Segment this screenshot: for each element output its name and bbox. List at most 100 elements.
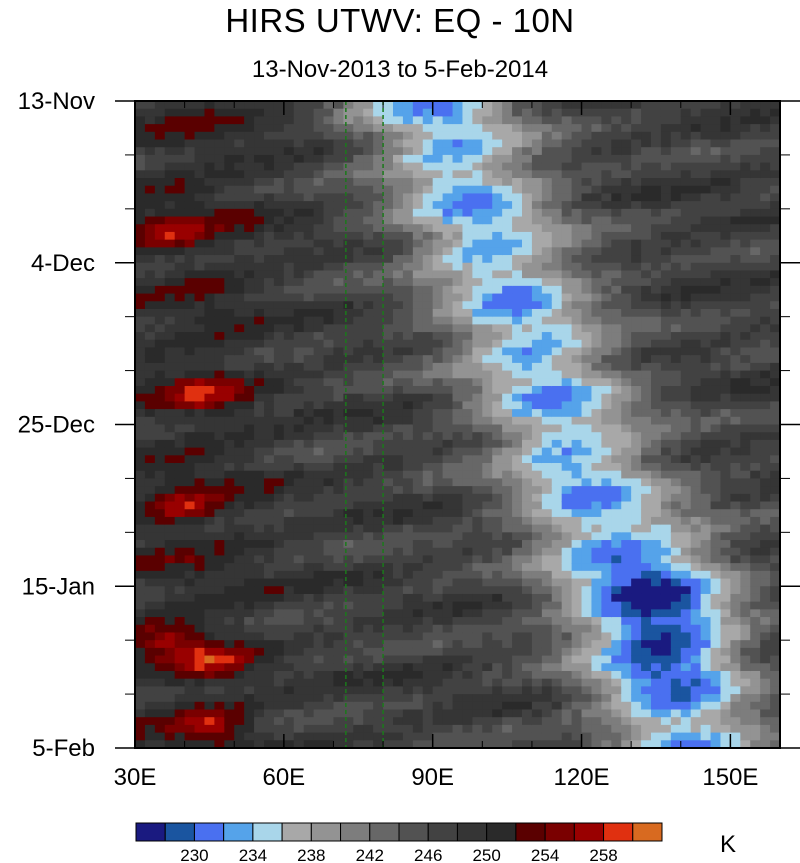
heatmap-cell — [194, 663, 206, 672]
heatmap-cell — [254, 301, 265, 310]
heatmap-cell — [412, 285, 424, 295]
heatmap-cell — [254, 355, 265, 364]
heatmap-cell — [293, 717, 305, 726]
heatmap-cell — [462, 147, 473, 156]
heatmap-cell — [135, 108, 146, 117]
heatmap-cell — [432, 540, 444, 549]
heatmap-cell — [660, 324, 672, 333]
heatmap-cell — [651, 663, 662, 672]
heatmap-cell — [492, 247, 503, 256]
heatmap-cell — [194, 470, 206, 480]
heatmap-cell — [561, 524, 573, 533]
heatmap-cell — [343, 293, 354, 302]
heatmap-cell — [462, 547, 473, 557]
heatmap-cell — [363, 308, 374, 318]
heatmap-cell — [591, 624, 602, 634]
heatmap-cell — [273, 439, 285, 449]
heatmap-cell — [383, 231, 394, 241]
heatmap-cell — [224, 578, 235, 587]
heatmap-cell — [551, 555, 563, 564]
heatmap-cell — [482, 424, 493, 433]
heatmap-cell — [273, 424, 285, 433]
heatmap-cell — [472, 278, 483, 287]
heatmap-cell — [522, 694, 533, 703]
heatmap-cell — [184, 385, 196, 395]
heatmap-cell — [551, 455, 563, 464]
heatmap-cell — [383, 208, 394, 218]
heatmap-cell — [383, 493, 394, 503]
heatmap-cell — [571, 701, 583, 711]
heatmap-cell — [472, 131, 483, 141]
heatmap-cell — [283, 624, 295, 634]
heatmap-cell — [651, 131, 662, 141]
heatmap-cell — [611, 347, 622, 356]
heatmap-cell — [670, 547, 682, 557]
heatmap-cell — [541, 285, 553, 295]
heatmap-cell — [234, 278, 245, 287]
heatmap-cell — [442, 324, 454, 333]
heatmap-cell — [710, 732, 722, 741]
heatmap-cell — [442, 147, 454, 156]
heatmap-cell — [680, 547, 692, 557]
heatmap-cell — [452, 501, 464, 510]
heatmap-cell — [184, 255, 196, 264]
heatmap-cell — [432, 124, 444, 133]
heatmap-cell — [581, 732, 593, 741]
heatmap-cell — [363, 617, 374, 626]
heatmap-cell — [700, 293, 712, 302]
heatmap-cell — [393, 601, 404, 610]
heatmap-cell — [363, 509, 374, 518]
heatmap-cell — [363, 670, 374, 680]
heatmap-cell — [700, 524, 712, 533]
heatmap-cell — [680, 308, 692, 318]
heatmap-cell — [333, 570, 344, 580]
heatmap-cell — [343, 347, 354, 356]
heatmap-cell — [184, 694, 196, 703]
heatmap-cell — [522, 355, 533, 364]
heatmap-cell — [402, 740, 414, 748]
heatmap-cell — [571, 293, 583, 302]
heatmap-cell — [531, 686, 543, 695]
heatmap-cell — [402, 347, 414, 356]
heatmap-cell — [154, 717, 166, 726]
heatmap-cell — [283, 724, 295, 734]
heatmap-cell — [373, 247, 384, 256]
heatmap-cell — [273, 570, 285, 580]
heatmap-cell — [621, 301, 632, 310]
heatmap-cell — [293, 463, 305, 472]
heatmap-cell — [373, 586, 384, 595]
heatmap-cell — [353, 116, 364, 125]
heatmap-cell — [264, 116, 275, 125]
heatmap-cell — [651, 670, 662, 680]
heatmap-cell — [482, 632, 493, 641]
heatmap-cell — [224, 570, 235, 580]
heatmap-cell — [144, 131, 156, 141]
heatmap-cell — [313, 555, 325, 564]
heatmap-cell — [651, 332, 662, 341]
heatmap-cell — [393, 655, 404, 664]
heatmap-cell — [303, 547, 315, 557]
heatmap-cell — [482, 540, 493, 549]
heatmap-cell — [660, 586, 672, 595]
heatmap-cell — [323, 124, 335, 133]
heatmap-cell — [184, 717, 196, 726]
heatmap-cell — [164, 193, 176, 202]
heatmap-cell — [591, 570, 602, 580]
heatmap-cell — [194, 139, 206, 148]
heatmap-cell — [363, 332, 374, 341]
heatmap-cell — [670, 170, 682, 179]
heatmap-cell — [293, 686, 305, 695]
heatmap-cell — [283, 285, 295, 295]
heatmap-cell — [561, 617, 573, 626]
heatmap-cell — [373, 224, 384, 233]
heatmap-cell — [204, 139, 215, 148]
heatmap-cell — [313, 332, 325, 341]
heatmap-cell — [531, 270, 543, 279]
heatmap-cell — [214, 486, 225, 495]
heatmap-cell — [144, 385, 156, 395]
heatmap-cell — [571, 593, 583, 603]
heatmap-cell — [670, 231, 682, 241]
heatmap-cell — [690, 193, 702, 202]
heatmap-cell — [611, 378, 622, 387]
heatmap-cell — [531, 301, 543, 310]
